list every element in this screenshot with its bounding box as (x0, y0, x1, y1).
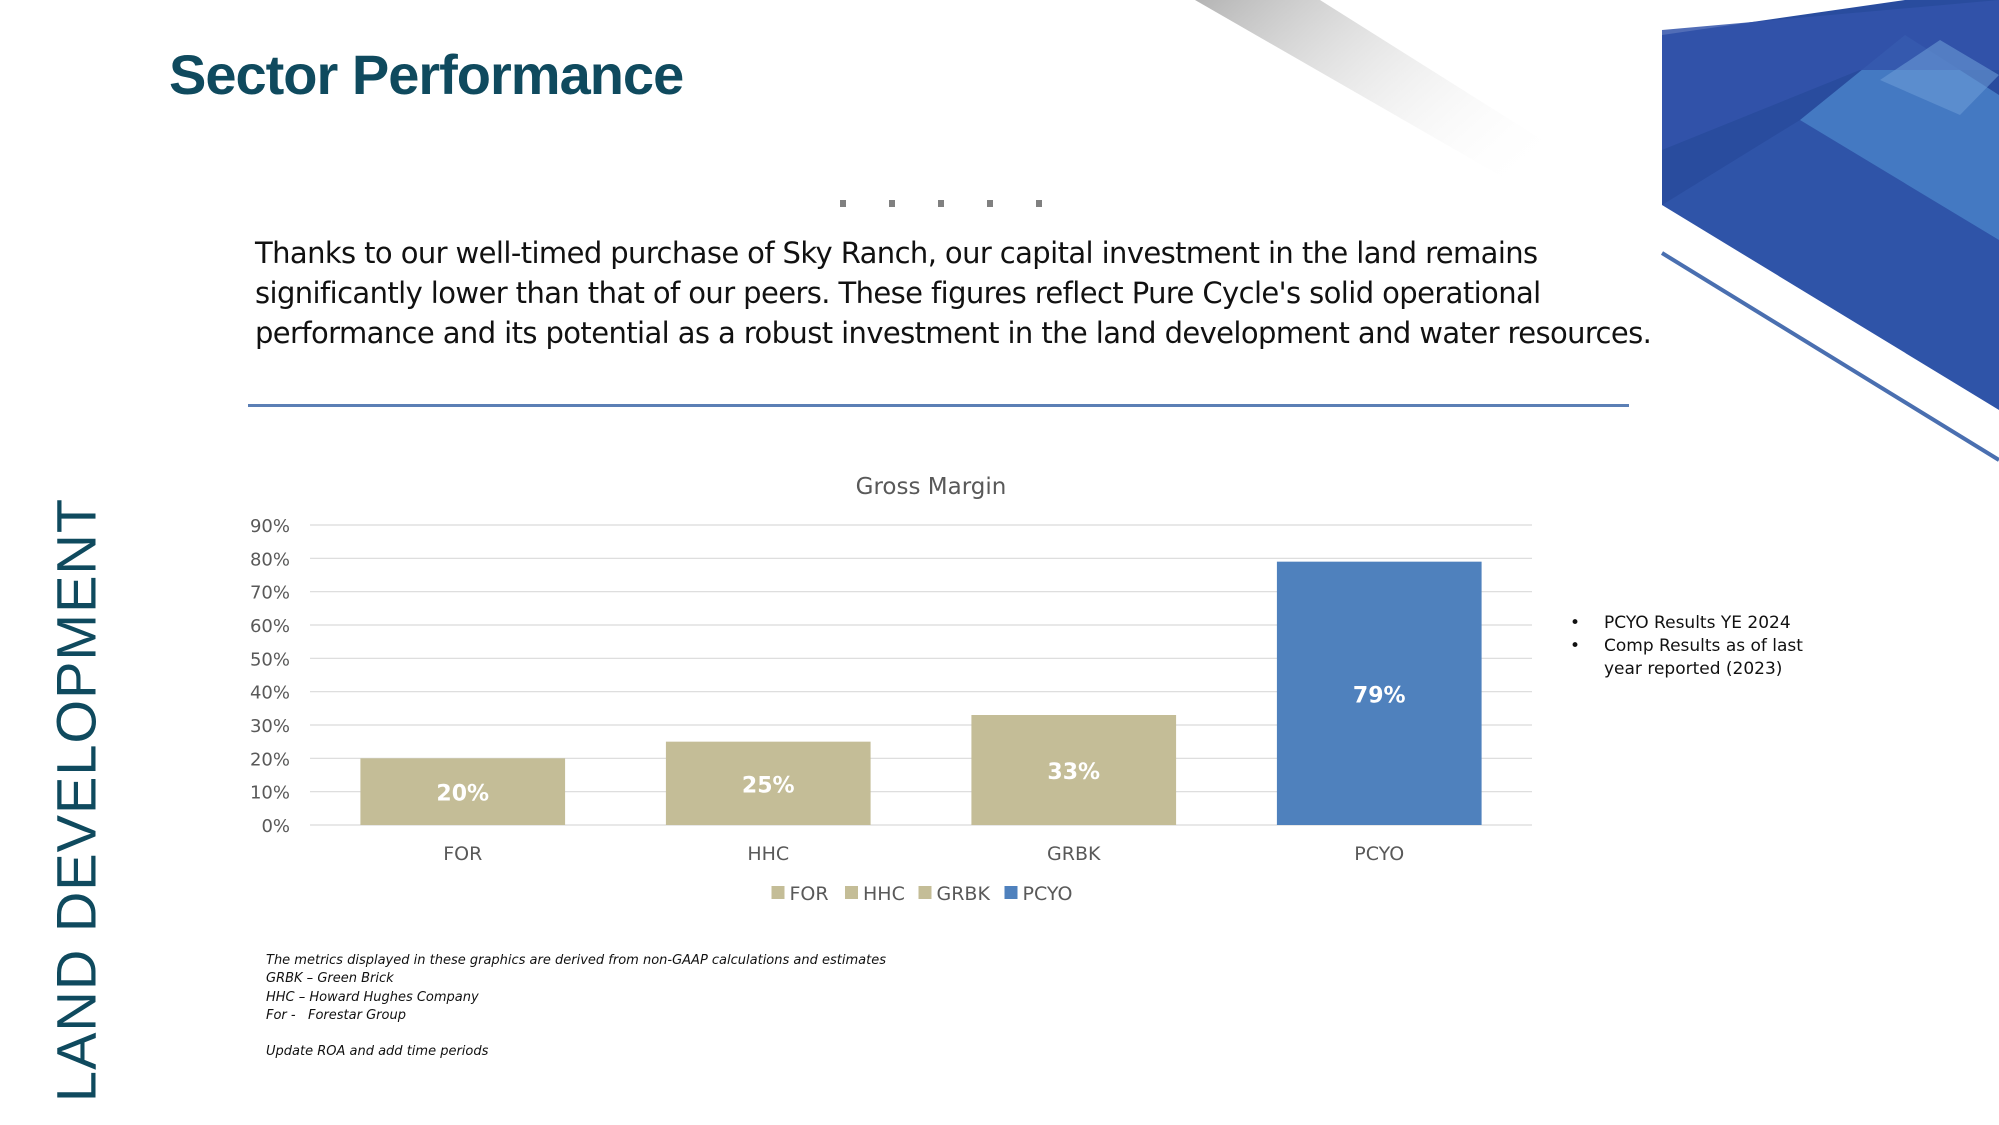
bar (1276, 561, 1482, 825)
intro-paragraph: Thanks to our well-timed purchase of Sky… (255, 236, 1652, 350)
dot (938, 200, 944, 207)
footnote-line: For - Forestar Group (266, 1007, 406, 1023)
legend-entry: FOR (790, 883, 829, 905)
legend-swatch (771, 886, 785, 899)
y-tick-label: 10% (250, 783, 290, 804)
note-item: PCYO Results YE 2024 (1568, 612, 1808, 635)
y-tick-label: 40% (250, 683, 290, 704)
legend-entry: HHC (863, 883, 905, 905)
bar (971, 715, 1177, 825)
chart-title: Gross Margin (856, 474, 1007, 500)
bar (360, 758, 566, 825)
data-label: 20% (436, 782, 489, 807)
legend-swatch (918, 886, 932, 899)
footnote-line: The metrics displayed in these graphics … (266, 953, 886, 968)
blue-highlight (1880, 40, 1999, 115)
y-tick-label: 60% (250, 616, 290, 637)
legend-swatch (1004, 886, 1018, 899)
data-label: 25% (742, 773, 795, 798)
footnote-line: Update ROA and add time periods (266, 1044, 489, 1060)
x-tick-label: FOR (443, 843, 482, 865)
data-label: 33% (1047, 760, 1100, 785)
footnotes: The metrics displayed in these graphics … (266, 952, 886, 1061)
section-divider (248, 404, 1629, 407)
bar (665, 741, 871, 825)
dot (840, 200, 846, 207)
grey-stripe-shape (1195, 0, 1590, 210)
y-tick-label: 50% (250, 649, 290, 670)
y-tick-label: 20% (250, 749, 290, 770)
legend-entry: GRBK (937, 883, 991, 905)
legend-swatch (845, 886, 858, 899)
footnote-line: HHC – Howard Hughes Company (266, 989, 479, 1005)
y-tick-label: 0% (261, 816, 290, 837)
blue-diagonal-line (1660, 251, 1999, 462)
y-tick-label: 90% (250, 516, 290, 537)
dot (987, 200, 993, 207)
note-item: Comp Results as of last year reported (2… (1568, 635, 1808, 681)
dot (889, 200, 895, 207)
x-tick-label: PCYO (1354, 843, 1404, 865)
data-label: 79% (1353, 683, 1406, 708)
dot (1036, 200, 1042, 207)
y-tick-label: 80% (250, 549, 290, 570)
footnote-line: GRBK – Green Brick (266, 971, 394, 987)
y-tick-label: 70% (250, 583, 290, 604)
notes-list: PCYO Results YE 2024 Comp Results as of … (1568, 612, 1808, 681)
x-tick-label: HHC (747, 843, 789, 865)
footnote-line (266, 1025, 886, 1043)
x-tick-label: GRBK (1047, 843, 1101, 865)
blue-shape-mid (1662, 0, 1999, 150)
slide-title: Sector Performance (169, 43, 684, 106)
legend-entry: PCYO (1023, 883, 1073, 905)
y-tick-label: 30% (250, 716, 290, 737)
